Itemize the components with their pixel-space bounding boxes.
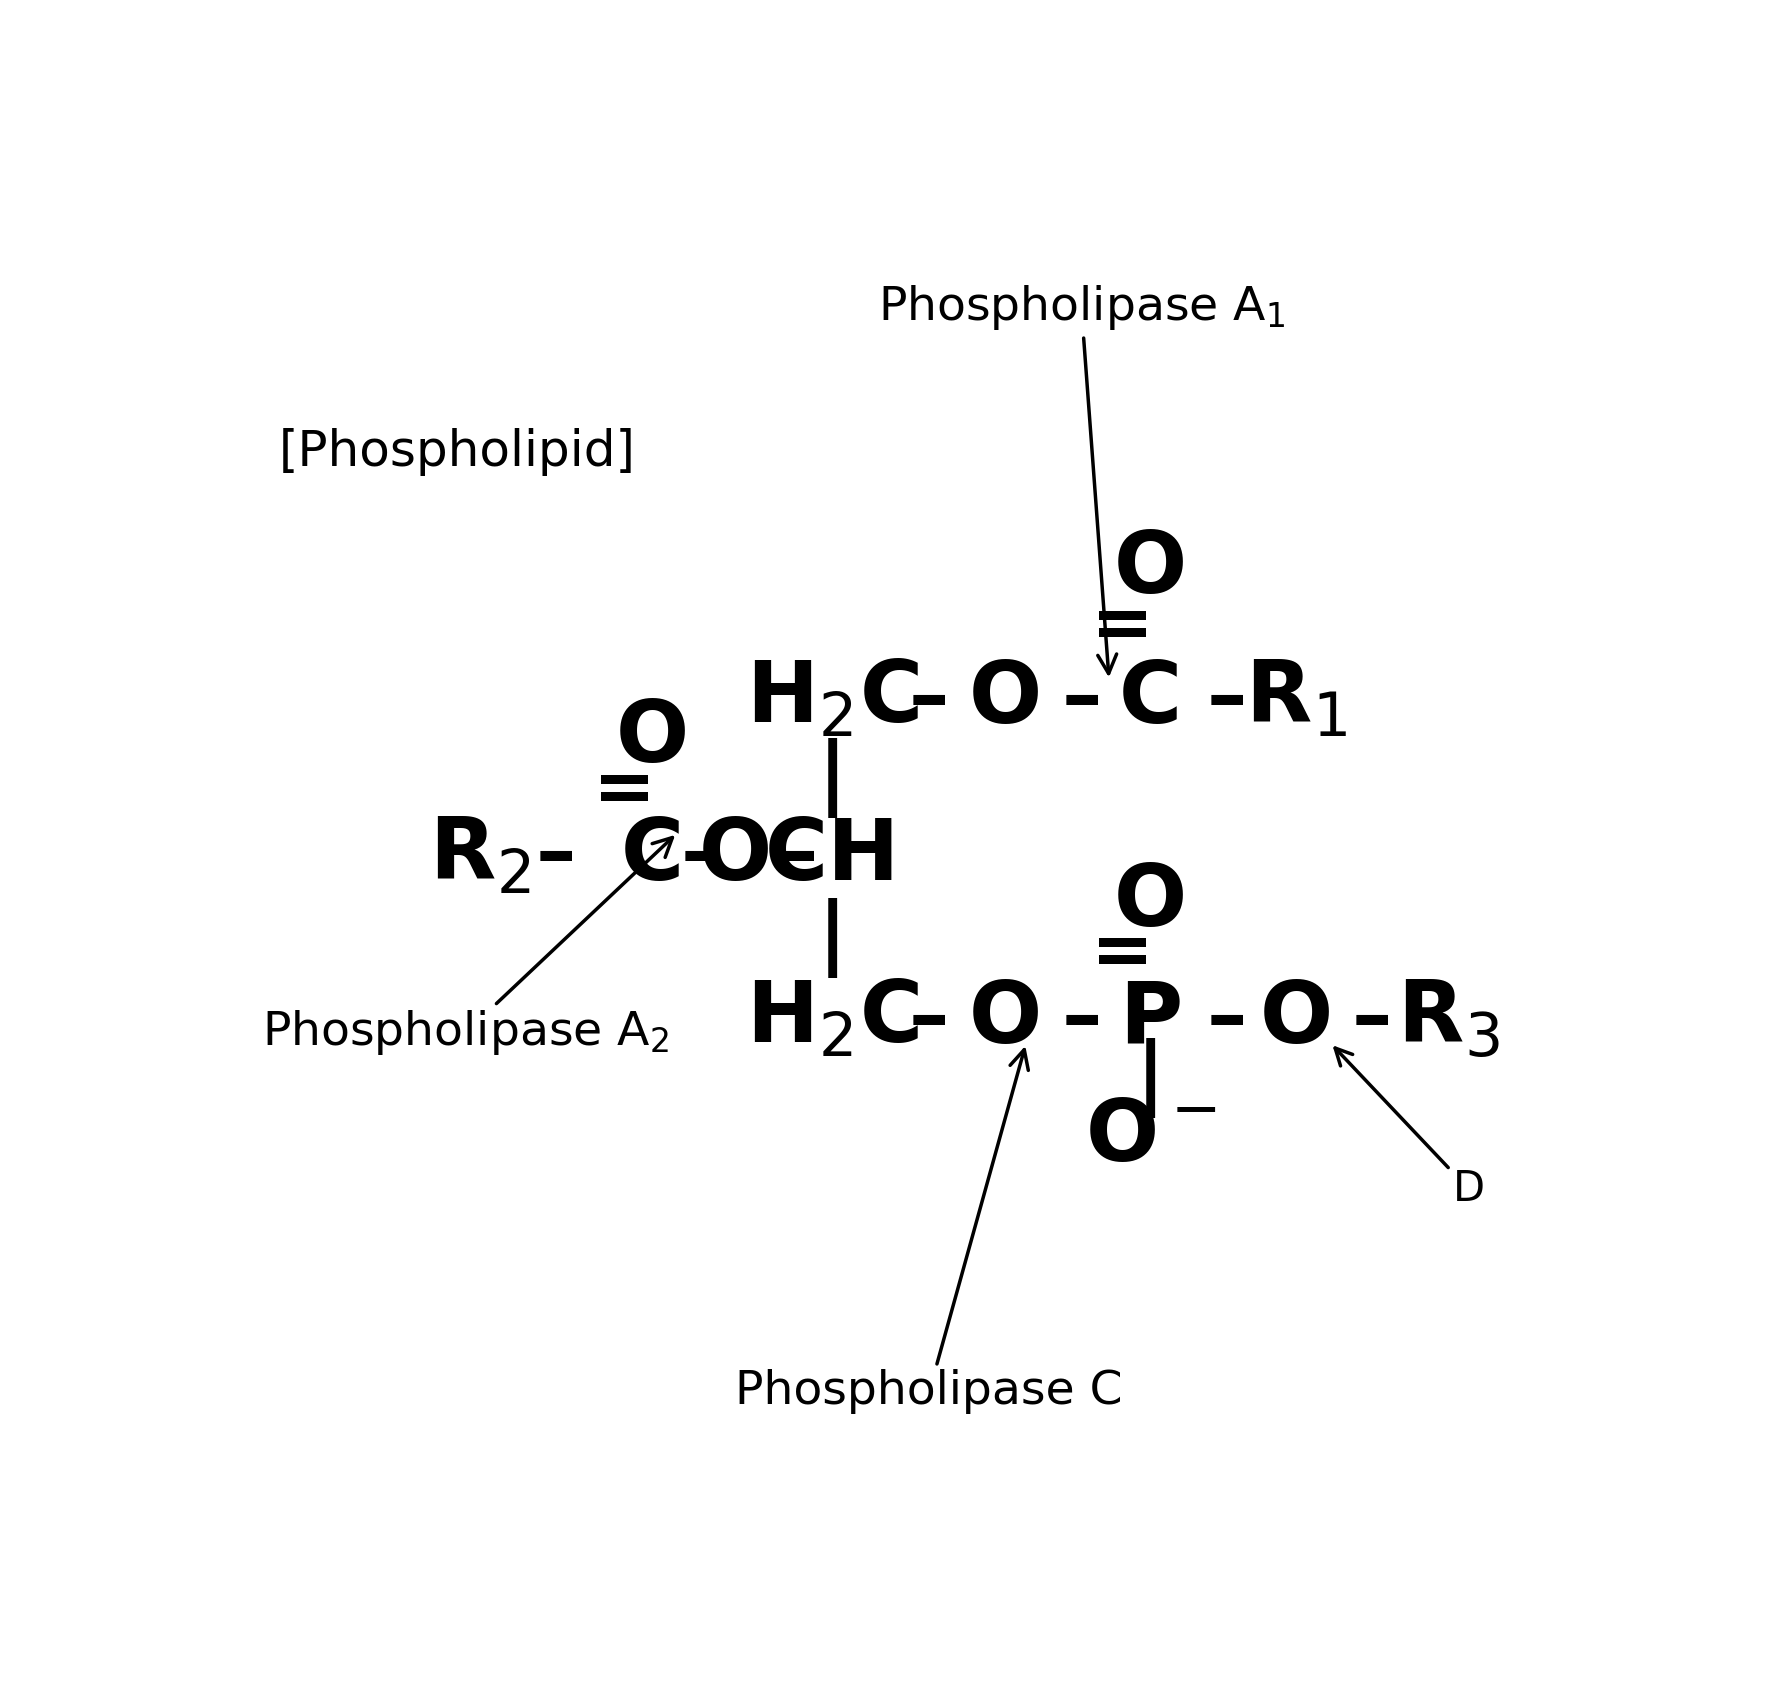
Text: –: – [680,817,722,895]
Text: Phospholipase A$_1$: Phospholipase A$_1$ [877,283,1286,673]
Text: –: – [1207,980,1247,1058]
Text: C: C [1120,658,1182,741]
Text: –: – [1207,661,1247,739]
Text: O$^-$: O$^-$ [1084,1096,1216,1179]
Text: =: = [1091,592,1154,665]
Text: O: O [698,816,772,897]
Text: H$_2$C: H$_2$C [745,979,920,1062]
Text: O: O [968,979,1041,1062]
Text: O: O [1114,860,1188,943]
Text: Phospholipase C: Phospholipase C [736,1050,1123,1414]
Text: O: O [1259,979,1332,1062]
Text: [Phospholipid]: [Phospholipid] [279,427,636,475]
Text: –: – [1352,980,1393,1058]
Text: –: – [1061,980,1102,1058]
Text: R$_3$: R$_3$ [1397,979,1500,1062]
Text: Phospholipase A$_2$: Phospholipase A$_2$ [263,838,672,1057]
Text: R$_2$: R$_2$ [429,816,530,897]
Text: D: D [1336,1048,1484,1211]
Text: H$_2$C: H$_2$C [745,658,920,741]
Text: –: – [909,980,950,1058]
Text: O: O [1114,527,1188,611]
Text: |: | [1136,1038,1164,1118]
Text: O: O [968,658,1041,741]
Text: =: = [1091,918,1154,990]
Text: |: | [818,738,847,817]
Text: –: – [777,817,818,895]
Text: C: C [622,816,684,897]
Text: –: – [536,817,575,895]
Text: R$_1$: R$_1$ [1245,658,1347,741]
Text: O: O [616,697,689,780]
Text: –: – [909,661,950,739]
Text: CH: CH [764,816,900,897]
Text: =: = [593,755,655,828]
Text: |: | [818,899,847,979]
Text: –: – [1061,661,1102,739]
Text: P: P [1120,979,1182,1062]
